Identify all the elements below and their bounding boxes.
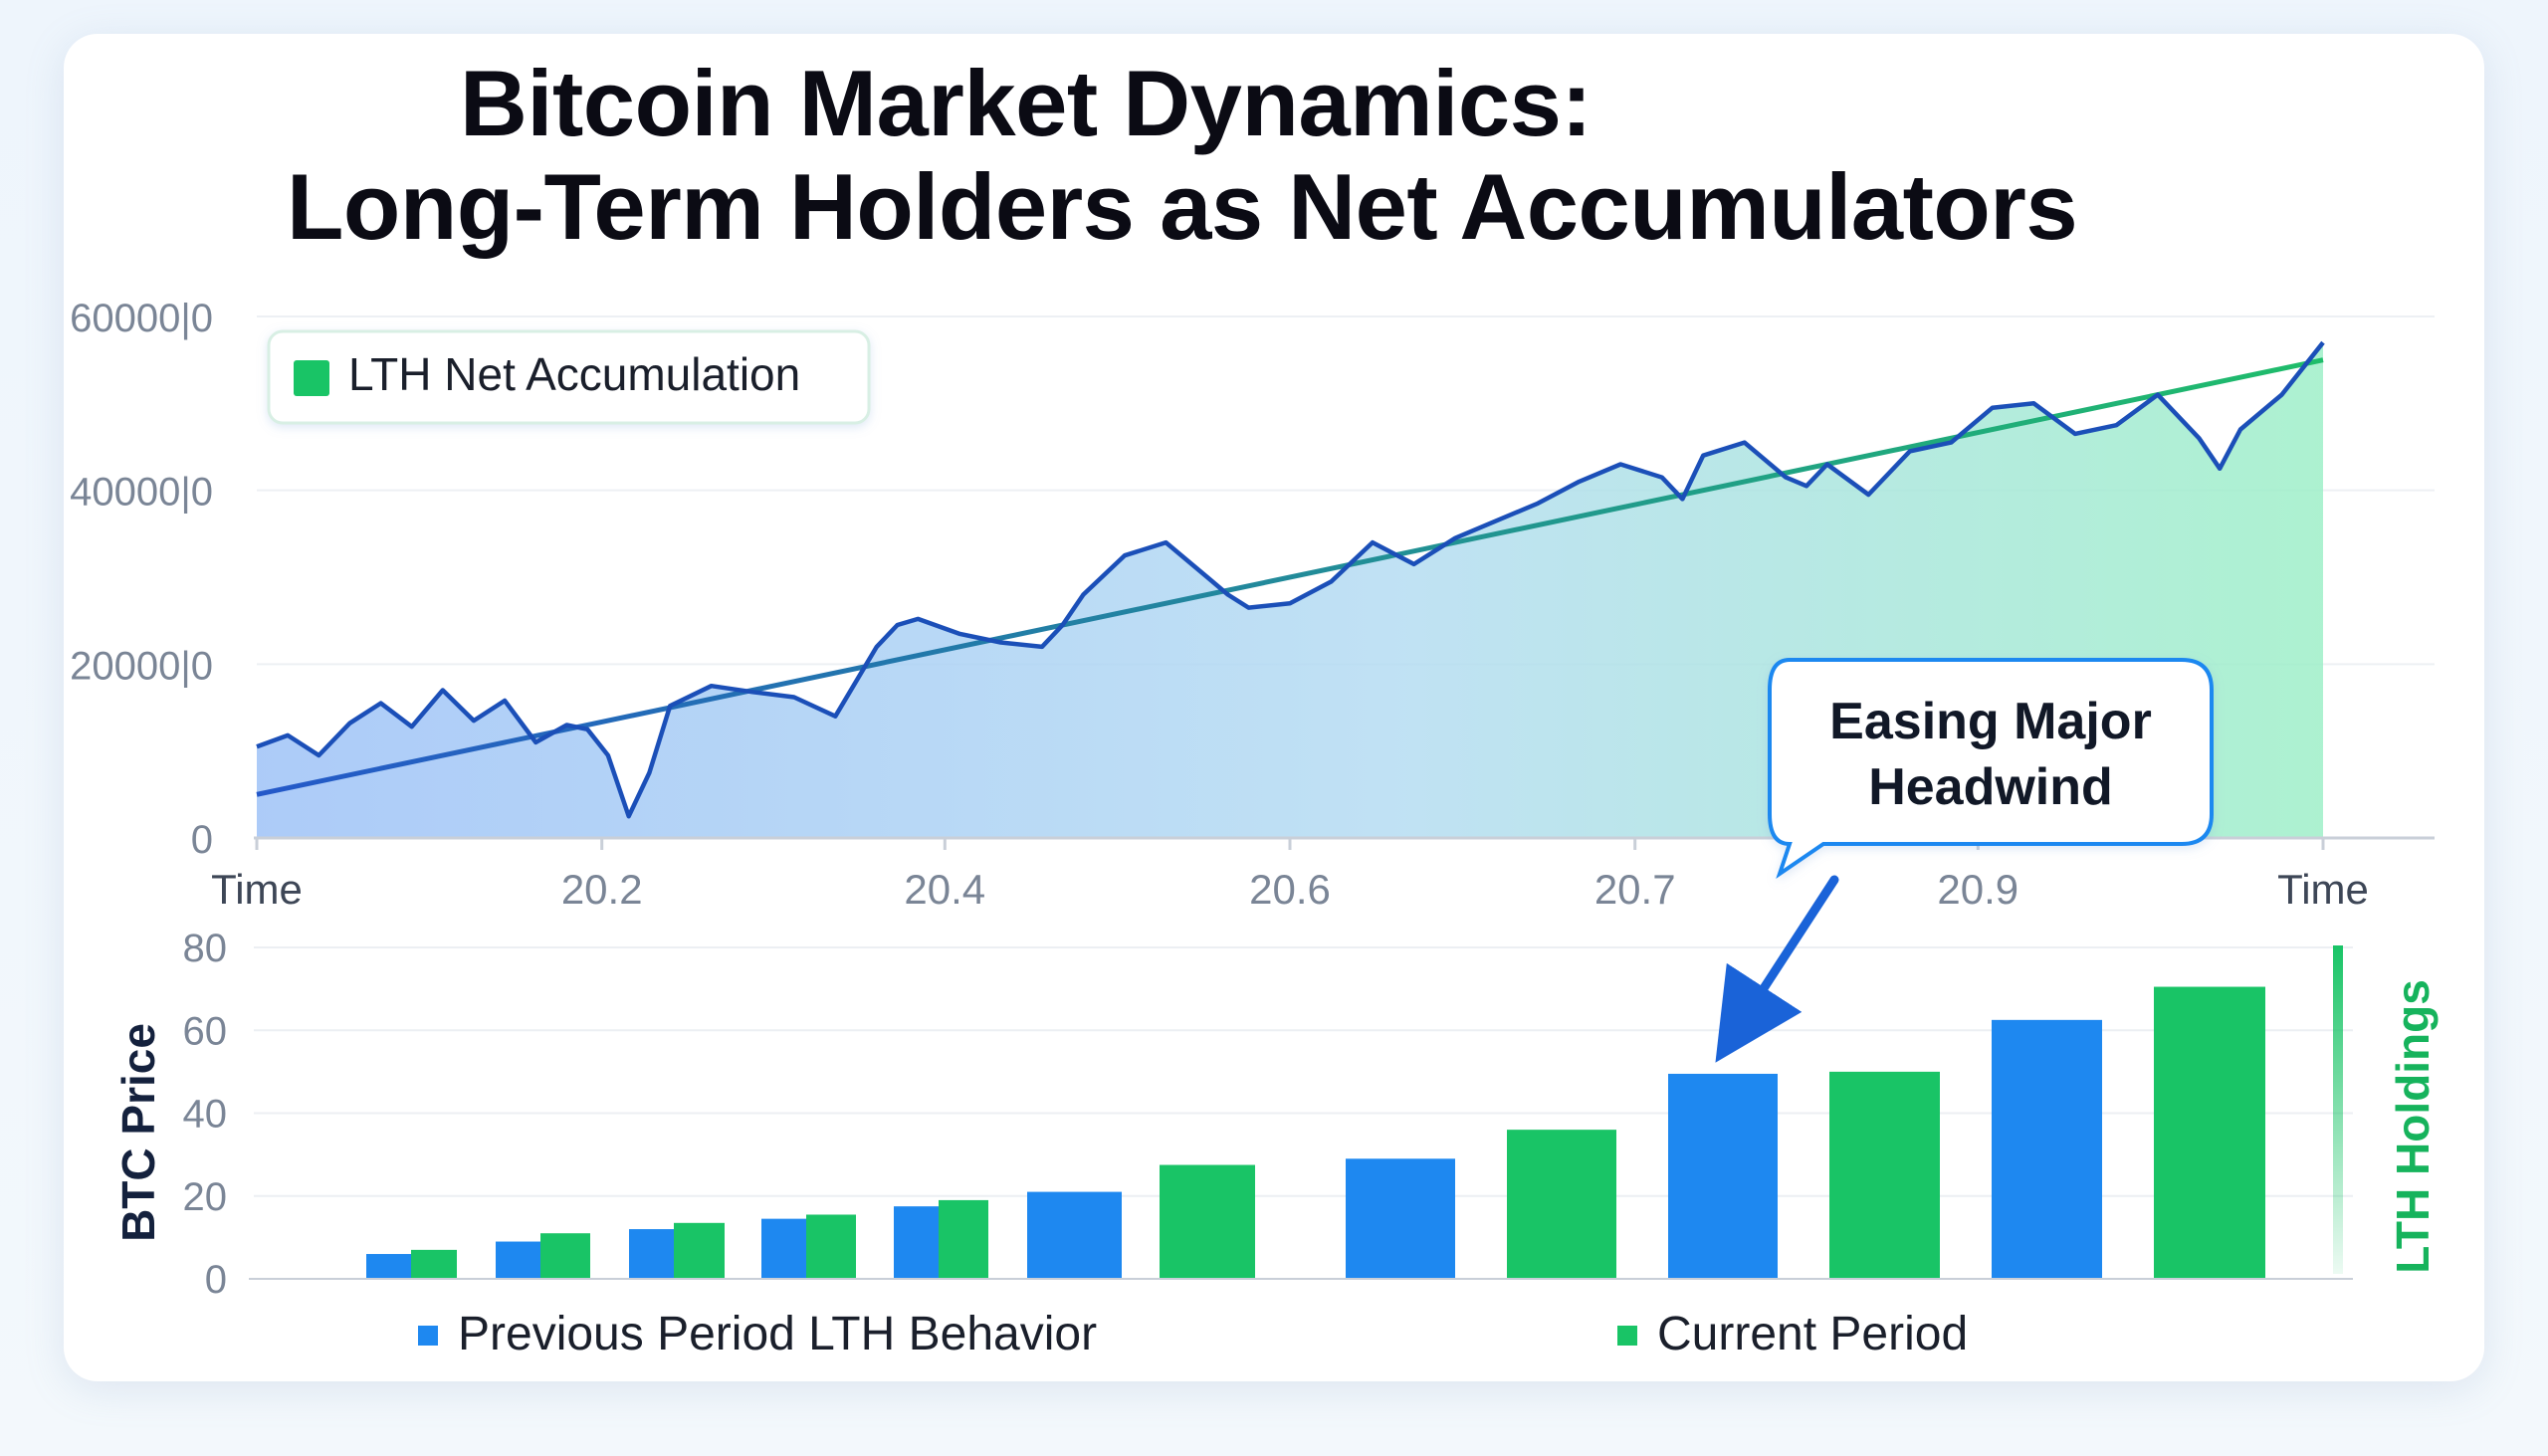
top-legend[interactable]: LTH Net Accumulation (267, 329, 871, 425)
bar-previous (894, 1206, 944, 1279)
bar-series (366, 986, 2265, 1279)
bar-previous (629, 1229, 680, 1279)
legend-label-lth: LTH Net Accumulation (348, 348, 800, 400)
bar-current (1507, 1130, 1616, 1279)
bar-previous (1992, 1019, 2102, 1279)
lth-trend-line (256, 357, 2324, 797)
bar-current (540, 1233, 590, 1279)
top-x-tick-label: 20.4 (904, 866, 985, 913)
bottom-y-tick-label: 40 (183, 1093, 228, 1137)
bar-previous (496, 1241, 545, 1279)
top-x-tick-label: Time (2277, 866, 2369, 913)
bar-previous (1346, 1158, 1455, 1279)
lth-holdings-gradient-bar (2333, 945, 2343, 1274)
top-x-axis: Time 20.2 20.4 20.6 20.7 20.9 Time (211, 838, 2369, 913)
top-x-tick-label: 20.6 (1249, 866, 1331, 913)
bottom-y-tick-label: 0 (205, 1258, 227, 1302)
top-y-tick-label: 40000|0 (70, 471, 213, 515)
legend-label-current: Current Period (1657, 1308, 1968, 1360)
title-line-1: Bitcoin Market Dynamics: (460, 51, 1592, 155)
top-y-tick-label: 0 (191, 818, 213, 862)
bottom-legend[interactable]: Previous Period LTH Behavior Current Per… (418, 1308, 1968, 1360)
y-axis-label-btc-price: BTC Price (112, 1023, 164, 1242)
legend-swatch-previous (418, 1326, 438, 1346)
bar-previous (761, 1218, 811, 1279)
title-line-2: Long-Term Holders as Net Accumulators (287, 154, 2078, 259)
bar-current (806, 1214, 856, 1279)
legend-swatch-green (294, 360, 329, 396)
callout-line-2: Headwind (1868, 758, 2113, 816)
top-y-tick-label: 60000|0 (70, 297, 213, 340)
top-x-tick-label: 20.9 (1937, 866, 2018, 913)
bar-previous (1668, 1073, 1778, 1279)
top-x-tick-label: 20.2 (561, 866, 643, 913)
callout-line-1: Easing Major (1829, 693, 2152, 750)
bar-previous (366, 1254, 412, 1279)
bottom-y-axis: 0 20 40 60 80 (183, 927, 228, 1302)
btc-price-line (256, 340, 2325, 819)
bar-current (939, 1199, 988, 1279)
bottom-y-tick-label: 60 (183, 1009, 228, 1053)
top-y-axis: 0 20000|0 40000|0 60000|0 (70, 297, 213, 862)
top-x-tick-label: Time (211, 866, 303, 913)
top-y-tick-label: 20000|0 (70, 644, 213, 688)
bar-current (1829, 1071, 1940, 1279)
bar-current (1160, 1164, 1255, 1279)
callout-arrow (1715, 875, 1839, 1063)
top-x-tick-label: 20.7 (1594, 866, 1676, 913)
y-axis-label-lth-holdings: LTH Holdings (2387, 979, 2439, 1274)
bar-current (674, 1222, 725, 1279)
bottom-y-tick-label: 80 (183, 927, 228, 970)
bar-previous (1027, 1191, 1122, 1279)
bar-current (411, 1249, 457, 1279)
easing-headwind-callout[interactable]: Easing Major Headwind (1768, 658, 2214, 879)
legend-label-previous: Previous Period LTH Behavior (458, 1308, 1097, 1360)
bottom-y-tick-label: 20 (183, 1175, 228, 1219)
legend-swatch-current (1617, 1326, 1637, 1346)
bar-current (2154, 986, 2265, 1279)
